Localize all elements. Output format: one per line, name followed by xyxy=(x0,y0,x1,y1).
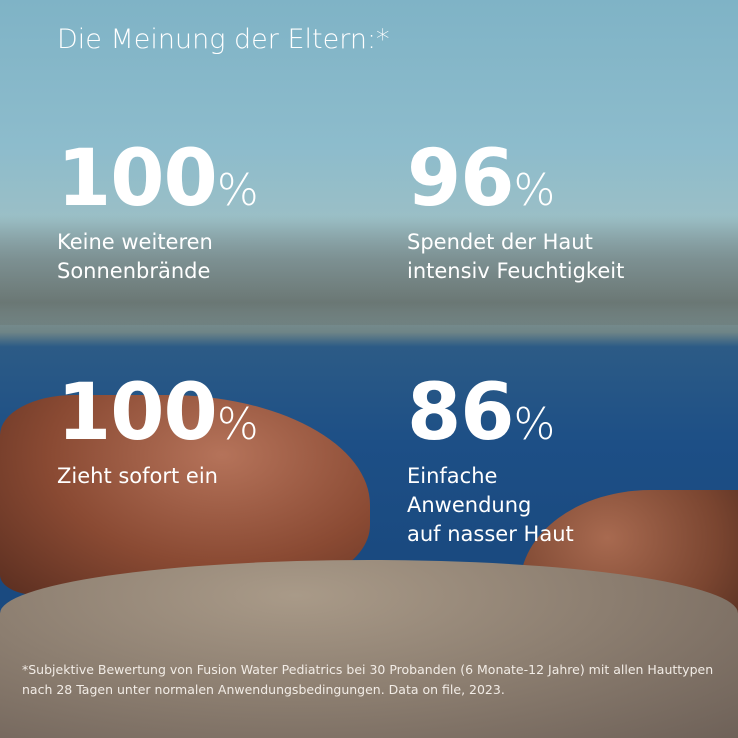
stat-unit: % xyxy=(513,165,556,216)
stat-value: 100 xyxy=(57,368,218,458)
page-title: Die Meinung der Eltern:* xyxy=(57,24,390,55)
stat-value: 100 xyxy=(57,134,218,224)
stat-2: 96% Spendet der Haut intensiv Feuchtigke… xyxy=(407,140,624,286)
stat-unit: % xyxy=(216,165,259,216)
stat-unit: % xyxy=(513,399,556,450)
stat-label: Spendet der Haut intensiv Feuchtigkeit xyxy=(407,230,625,283)
stat-4: 86% Einfache Anwendung auf nasser Haut xyxy=(407,374,574,549)
stat-value: 96 xyxy=(407,134,515,224)
stat-value: 86 xyxy=(407,368,515,458)
footnote: *Subjektive Bewertung von Fusion Water P… xyxy=(22,662,714,697)
stat-1: 100% Keine weiteren Sonnenbrände xyxy=(57,140,259,286)
stat-3: 100% Zieht sofort ein xyxy=(57,374,259,491)
stat-unit: % xyxy=(216,399,259,450)
stat-label: Einfache Anwendung auf nasser Haut xyxy=(407,464,574,546)
background-sand xyxy=(0,560,738,738)
stat-label: Keine weiteren Sonnenbrände xyxy=(57,230,213,283)
stat-label: Zieht sofort ein xyxy=(57,464,218,488)
